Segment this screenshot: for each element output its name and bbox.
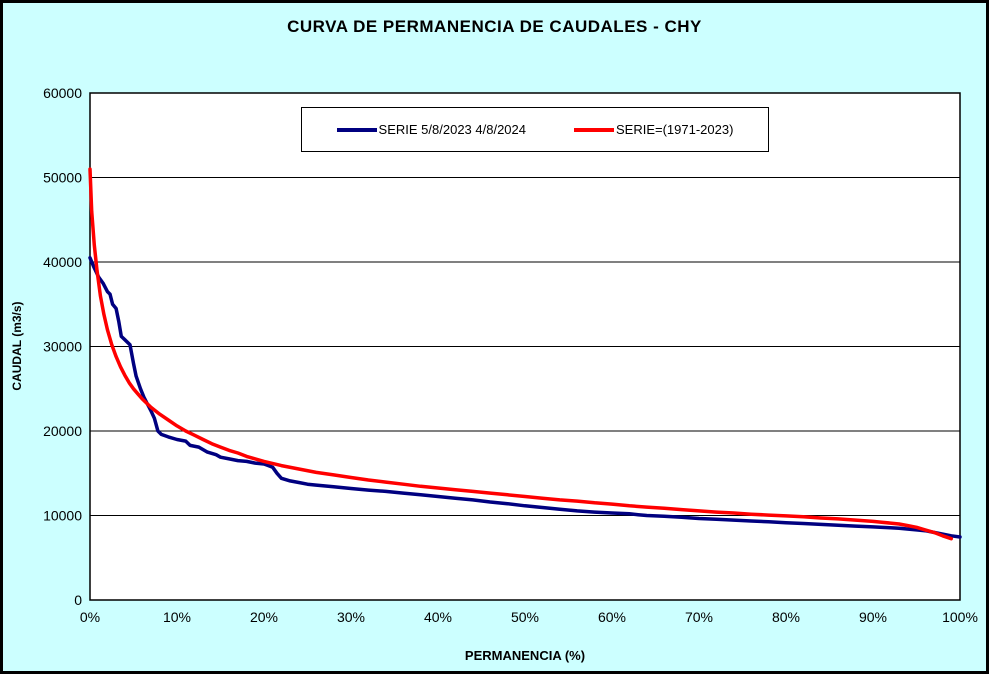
x-tick-label: 100% [942,609,978,625]
x-axis-title: PERMANENCIA (%) [464,648,586,663]
legend-label-series2: SERIE=(1971-2023) [616,122,734,137]
x-tick-label: 20% [250,609,278,625]
legend-swatch-red-line [574,127,614,132]
x-tick-label: 60% [598,609,626,625]
x-tick-label: 0% [80,609,100,625]
y-tick-label: 20000 [43,423,82,439]
legend: SERIE 5/8/2023 4/8/2024 SERIE=(1971-2023… [301,107,769,152]
legend-label-series1: SERIE 5/8/2023 4/8/2024 [378,122,526,137]
x-tick-label: 70% [685,609,713,625]
x-tick-label: 10% [163,609,191,625]
x-tick-label: 30% [337,609,365,625]
y-tick-label: 50000 [43,170,82,186]
series-line-2 [88,167,954,541]
y-tick-label: 60000 [43,85,82,101]
chart-plot: 0 10000 20000 30000 40000 50000 60000 0% 10% 20% 3… [43,85,978,625]
legend-item-series2: SERIE=(1971-2023) [574,122,733,137]
series-line-1 [88,256,962,539]
y-tick-label: 0 [74,592,82,608]
y-tick-label: 40000 [43,254,82,270]
y-tick-label: 10000 [43,508,82,524]
legend-item-series1: SERIE 5/8/2023 4/8/2024 [336,122,526,137]
x-tick-label: 90% [859,609,887,625]
x-tick-label: 80% [772,609,800,625]
x-tick-label: 50% [511,609,539,625]
x-tick-label: 40% [424,609,452,625]
y-tick-label: 30000 [43,339,82,355]
chart-title: CURVA DE PERMANENCIA DE CAUDALES - CHY [287,17,702,36]
legend-swatch-blue-line [336,127,377,132]
